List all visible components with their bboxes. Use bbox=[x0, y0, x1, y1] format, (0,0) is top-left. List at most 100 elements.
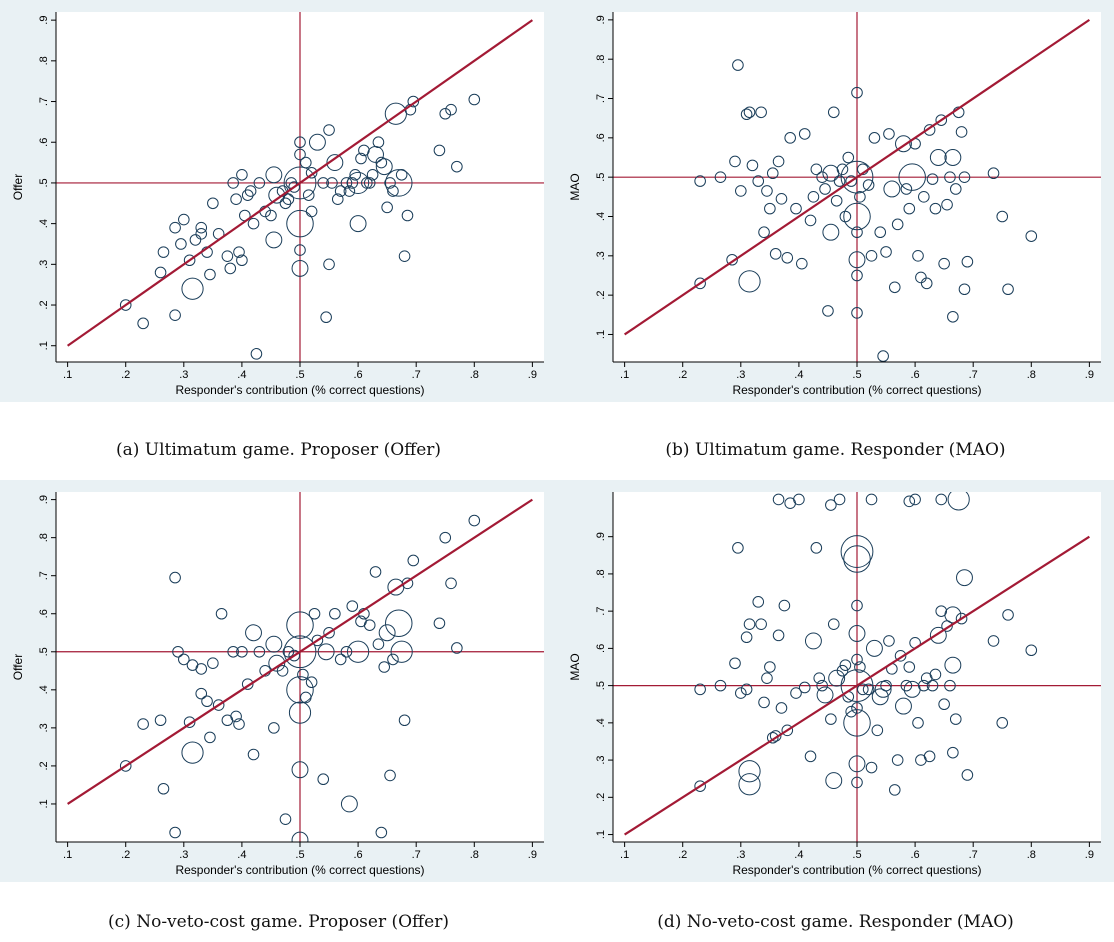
data-point bbox=[833, 175, 846, 187]
data-point bbox=[195, 663, 208, 675]
data-point bbox=[178, 653, 190, 666]
data-point bbox=[816, 686, 834, 704]
data-point bbox=[241, 189, 254, 201]
x-tick-label: .8 bbox=[1027, 369, 1036, 381]
data-point bbox=[947, 310, 959, 323]
x-tick-label: .9 bbox=[528, 369, 537, 381]
data-point bbox=[755, 106, 767, 119]
y-tick-label: .6 bbox=[595, 644, 607, 653]
x-tick-label: .6 bbox=[354, 369, 363, 381]
y-tick-label: .8 bbox=[38, 533, 50, 542]
data-point bbox=[918, 191, 930, 203]
caption-c: (c) No-veto-cost game. Proposer (Offer) bbox=[108, 912, 449, 932]
data-point bbox=[401, 577, 414, 590]
data-point bbox=[308, 607, 321, 620]
y-axis-title: Offer bbox=[11, 654, 25, 680]
data-point bbox=[918, 679, 930, 692]
data-point bbox=[740, 683, 753, 696]
data-point bbox=[769, 248, 782, 260]
data-point bbox=[276, 665, 289, 677]
data-point bbox=[891, 218, 904, 231]
data-point bbox=[291, 761, 309, 779]
x-tick-label: .5 bbox=[852, 369, 861, 381]
data-point bbox=[874, 226, 887, 239]
data-point bbox=[291, 831, 309, 842]
caption-d: (d) No-veto-cost game. Responder (MAO) bbox=[657, 912, 1014, 932]
chart-panel-b: .1 .2 .3 .4 .5 .6 .7 .8 .9 .1 .2 .3 .4 .5 .6 .7 .8 .9 Resp… bbox=[557, 0, 1114, 402]
x-tick-label: .5 bbox=[852, 849, 861, 861]
data-point bbox=[283, 166, 317, 200]
data-point bbox=[154, 266, 167, 279]
data-point bbox=[743, 618, 756, 630]
data-point bbox=[372, 136, 385, 149]
data-point bbox=[230, 710, 242, 723]
data-point bbox=[265, 166, 283, 184]
data-point bbox=[268, 654, 286, 672]
data-point bbox=[329, 607, 341, 620]
data-point bbox=[920, 277, 933, 290]
x-tick-label: .4 bbox=[794, 369, 803, 381]
data-point bbox=[758, 696, 770, 709]
data-point bbox=[323, 258, 335, 271]
data-point bbox=[827, 618, 840, 630]
y-tick-label: .6 bbox=[38, 609, 50, 618]
data-point bbox=[387, 653, 399, 666]
x-axis-title: Responder's contribution (% correct ques… bbox=[175, 383, 424, 397]
x-tick-label: .8 bbox=[470, 369, 479, 381]
data-point bbox=[282, 645, 295, 658]
y-tick-label: .5 bbox=[595, 681, 607, 690]
x-tick-label: .2 bbox=[121, 369, 130, 381]
x-tick-label: .7 bbox=[412, 849, 421, 861]
data-point bbox=[334, 185, 347, 197]
y-tick-label: .2 bbox=[38, 761, 50, 770]
data-point bbox=[119, 760, 132, 772]
data-point bbox=[340, 177, 353, 189]
data-point bbox=[755, 618, 767, 630]
data-point bbox=[958, 171, 971, 183]
y-tick-label: .1 bbox=[38, 341, 50, 350]
data-point bbox=[764, 202, 776, 215]
data-point bbox=[694, 780, 706, 792]
data-point bbox=[361, 177, 373, 189]
data-point bbox=[384, 177, 396, 189]
y-tick-label: .8 bbox=[595, 569, 607, 578]
data-point bbox=[189, 234, 202, 246]
x-tick-label: .6 bbox=[354, 849, 363, 861]
data-point bbox=[201, 695, 213, 708]
data-point bbox=[772, 155, 785, 168]
y-tick-label: .4 bbox=[38, 219, 50, 228]
data-point bbox=[195, 228, 208, 240]
data-point bbox=[221, 250, 234, 262]
data-point bbox=[851, 599, 863, 612]
x-tick-label: .5 bbox=[295, 369, 304, 381]
x-axis-title: Responder's contribution (% correct ques… bbox=[175, 863, 424, 877]
data-point bbox=[865, 761, 878, 774]
diagonal-line bbox=[67, 498, 533, 805]
data-point bbox=[813, 672, 826, 684]
data-point bbox=[843, 545, 871, 573]
y-tick-label: .2 bbox=[595, 793, 607, 802]
data-point bbox=[843, 202, 871, 231]
data-point bbox=[387, 185, 399, 197]
data-point bbox=[798, 681, 811, 694]
data-point bbox=[294, 244, 306, 256]
data-point bbox=[137, 317, 149, 330]
data-point bbox=[798, 128, 811, 140]
data-point bbox=[833, 493, 846, 506]
data-point bbox=[1025, 230, 1038, 242]
data-point bbox=[778, 599, 791, 612]
y-tick-label: .3 bbox=[38, 723, 50, 732]
data-point bbox=[169, 826, 181, 839]
data-point bbox=[944, 171, 956, 183]
x-axis-title: Responder's contribution (% correct ques… bbox=[732, 863, 981, 877]
data-point bbox=[369, 566, 382, 578]
data-point bbox=[923, 750, 936, 763]
data-point bbox=[439, 531, 452, 544]
data-point bbox=[169, 571, 181, 584]
data-point bbox=[949, 183, 962, 195]
caption-b: (b) Ultimatum game. Responder (MAO) bbox=[665, 440, 1006, 460]
x-tick-label: .1 bbox=[620, 849, 629, 861]
x-tick-label: .7 bbox=[969, 369, 978, 381]
data-point bbox=[445, 577, 457, 590]
data-point bbox=[340, 645, 353, 658]
